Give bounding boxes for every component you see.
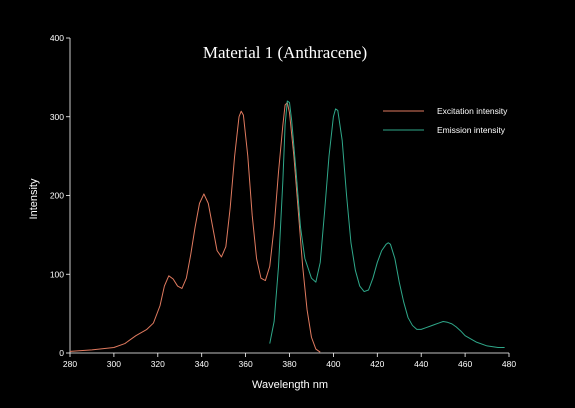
legend-label-0: Excitation intensity [437, 106, 508, 116]
y-axis-label: Intensity [28, 178, 40, 219]
chart-title: Material 1 (Anthracene) [203, 43, 367, 62]
x-tick-label: 380 [282, 359, 296, 369]
x-tick-label: 460 [458, 359, 472, 369]
y-tick-label: 100 [50, 269, 64, 279]
y-tick-label: 400 [50, 33, 64, 43]
x-tick-label: 360 [239, 359, 253, 369]
x-tick-label: 480 [502, 359, 516, 369]
y-tick-label: 200 [50, 191, 64, 201]
legend-label-1: Emission intensity [437, 125, 506, 135]
x-tick-label: 300 [107, 359, 121, 369]
x-tick-label: 340 [195, 359, 209, 369]
x-tick-label: 320 [151, 359, 165, 369]
x-tick-label: 420 [370, 359, 384, 369]
x-tick-label: 280 [63, 359, 77, 369]
y-tick-label: 0 [59, 348, 64, 358]
y-tick-label: 300 [50, 112, 64, 122]
x-tick-label: 440 [414, 359, 428, 369]
x-axis-label: Wavelength nm [252, 379, 328, 391]
x-tick-label: 400 [326, 359, 340, 369]
